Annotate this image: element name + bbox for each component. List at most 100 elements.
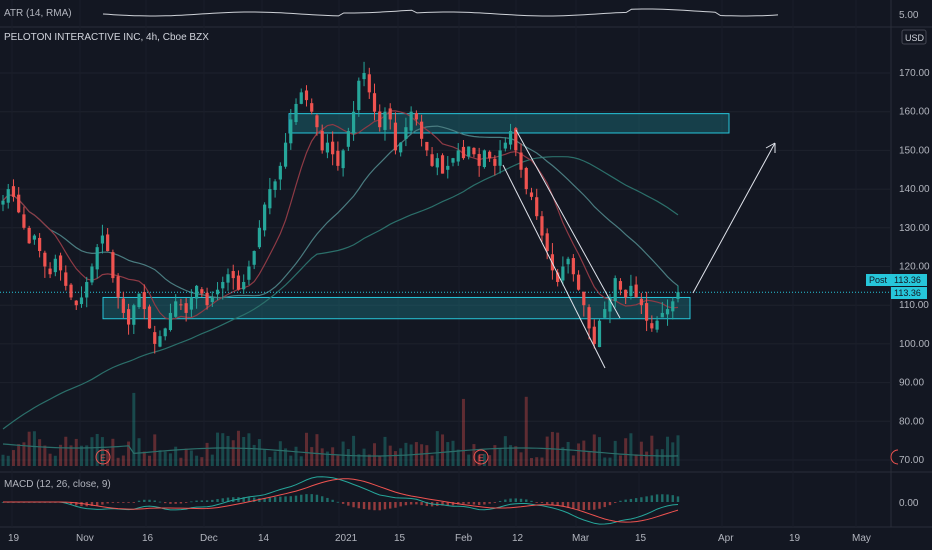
macd-histogram-bar <box>158 501 162 503</box>
earnings-marker-3[interactable] <box>890 449 899 465</box>
earnings-marker-2[interactable] <box>473 449 489 465</box>
macd-histogram-bar <box>477 502 481 506</box>
macd-histogram-bar <box>509 498 512 502</box>
macd-histogram-bar <box>211 499 214 502</box>
post-tag-box <box>866 274 891 286</box>
volume-bar <box>671 442 675 466</box>
volume-bar <box>624 438 628 466</box>
volume-bar <box>6 455 10 466</box>
macd-histogram-bar <box>80 502 83 507</box>
volume-bar <box>69 445 73 466</box>
channel-upper-line[interactable] <box>515 129 621 319</box>
candle-body <box>336 150 340 166</box>
macd-histogram-bar <box>331 499 334 502</box>
volume-bar <box>461 398 465 466</box>
volume-bar <box>95 433 99 466</box>
candle-body <box>132 305 136 325</box>
symbol-title[interactable]: PELOTON INTERACTIVE INC, 4h, Cboe BZX <box>4 32 209 43</box>
candle-body <box>592 326 596 344</box>
candle-body <box>576 274 581 290</box>
macd-histogram-bar <box>174 502 177 504</box>
macd-histogram-bar <box>409 502 413 505</box>
support-zone[interactable] <box>102 296 691 320</box>
volume-bar <box>27 431 31 466</box>
macd-histogram-bar <box>603 502 606 508</box>
candle-body <box>676 292 680 299</box>
candle-body <box>147 306 152 329</box>
volume-bar <box>357 454 361 466</box>
macd-label[interactable]: MACD (12, 26, close, 9) <box>4 479 111 490</box>
projection-arrow-line[interactable] <box>692 142 776 294</box>
volume-bar <box>179 457 183 466</box>
macd-histogram-bar <box>593 502 596 510</box>
candle-body <box>461 146 466 159</box>
zones[interactable] <box>102 113 730 320</box>
volume-bar <box>660 449 664 466</box>
candle-body <box>43 252 47 267</box>
price-axis[interactable]: 170.00 160.00 150.00 140.00 130.00 120.00 110.… <box>899 68 930 466</box>
currency-button-box[interactable] <box>901 29 927 45</box>
volume-bar <box>367 454 371 466</box>
macd-histogram-bar <box>221 498 224 502</box>
macd-histogram-bar <box>357 502 361 509</box>
volume-bar <box>43 445 47 466</box>
candle-body <box>226 274 230 283</box>
macd-histogram-bar <box>551 502 554 505</box>
volume-bar <box>566 441 570 466</box>
time-axis[interactable]: 19 Nov 16 Dec 14 2021 15 Feb 12 Mar 15 Apr 19 May <box>8 533 871 544</box>
volume-bar <box>148 455 152 466</box>
macd-histogram-bar <box>127 502 130 503</box>
candle-body <box>467 146 471 157</box>
macd-histogram-bar <box>122 502 125 503</box>
volume-bar <box>362 448 366 466</box>
price-tick-label: 80.00 <box>899 416 924 427</box>
volume-bar <box>74 438 78 466</box>
macd-histogram-bar <box>572 502 575 509</box>
volume-bar <box>268 457 272 466</box>
currency-button[interactable]: USD <box>905 33 925 43</box>
volume-bar <box>278 441 282 466</box>
candle-body <box>315 115 319 128</box>
macd-histogram-bar <box>252 497 256 502</box>
macd-plot <box>1 476 680 525</box>
macd-histogram-bar <box>634 498 638 502</box>
candle-body <box>189 297 193 310</box>
candle-body <box>587 307 591 329</box>
macd-histogram-bar <box>263 498 266 502</box>
volume-bar <box>482 453 486 466</box>
candle-body <box>22 214 26 228</box>
candle-body <box>320 130 324 151</box>
atr-label[interactable]: ATR (14, RMA) <box>4 8 72 19</box>
volume-bar <box>221 433 225 466</box>
macd-histogram-bar <box>540 502 544 503</box>
price-tick-label: 150.00 <box>899 145 930 156</box>
candle-body <box>205 292 209 306</box>
candle-body <box>561 266 565 281</box>
candle-body <box>556 272 560 282</box>
candle-body <box>388 108 392 120</box>
volume-bar <box>195 455 199 466</box>
volume-bar <box>639 441 643 466</box>
candle-body <box>540 216 544 236</box>
volume-bar <box>645 451 649 466</box>
candle-body <box>393 122 398 151</box>
volume-bar <box>53 455 57 466</box>
channel-lower-line[interactable] <box>502 164 606 369</box>
volume-bar <box>629 433 633 466</box>
macd-histogram-bar <box>200 500 204 502</box>
candle-body <box>430 154 434 166</box>
earnings-marker-1[interactable] <box>95 449 111 465</box>
time-label: Feb <box>455 533 473 544</box>
macd-histogram-bar <box>289 496 292 502</box>
macd-histogram-bar <box>300 494 303 502</box>
trend-drawings[interactable] <box>502 129 776 369</box>
candle-body <box>519 152 523 170</box>
volume-bar <box>59 444 63 466</box>
macd-histogram-bar <box>90 502 94 506</box>
volume-bar <box>48 453 52 466</box>
price-tick-label: 90.00 <box>899 378 924 389</box>
macd-histogram-bar <box>446 502 449 506</box>
macd-histogram-bar <box>504 499 507 502</box>
volume-bars <box>1 392 680 466</box>
